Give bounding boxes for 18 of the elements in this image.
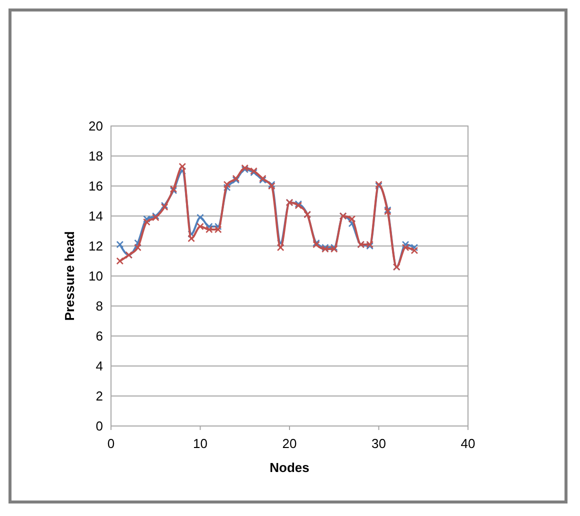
y-tick-label: 8 bbox=[96, 298, 103, 314]
y-tick-label: 2 bbox=[96, 388, 103, 404]
y-axis-title: Pressure head bbox=[62, 231, 77, 321]
x-tick-label: 30 bbox=[372, 436, 386, 451]
x-tick-label: 0 bbox=[107, 436, 115, 451]
x-axis-title: Nodes bbox=[270, 460, 310, 475]
x-tick-label: 40 bbox=[460, 436, 476, 451]
y-tick-label: 4 bbox=[96, 358, 103, 374]
x-tick-label: 10 bbox=[193, 436, 208, 451]
y-tick-label: 10 bbox=[88, 268, 103, 284]
y-tick-label: 0 bbox=[96, 418, 103, 434]
y-tick-label: 16 bbox=[88, 178, 103, 194]
y-tick-label: 6 bbox=[96, 328, 103, 344]
y-tick-label: 18 bbox=[88, 148, 103, 164]
x-tick-label: 20 bbox=[282, 436, 297, 451]
y-tick-label: 14 bbox=[88, 208, 103, 224]
y-tick-label: 12 bbox=[88, 238, 103, 254]
y-tick-label: 20 bbox=[88, 118, 103, 134]
